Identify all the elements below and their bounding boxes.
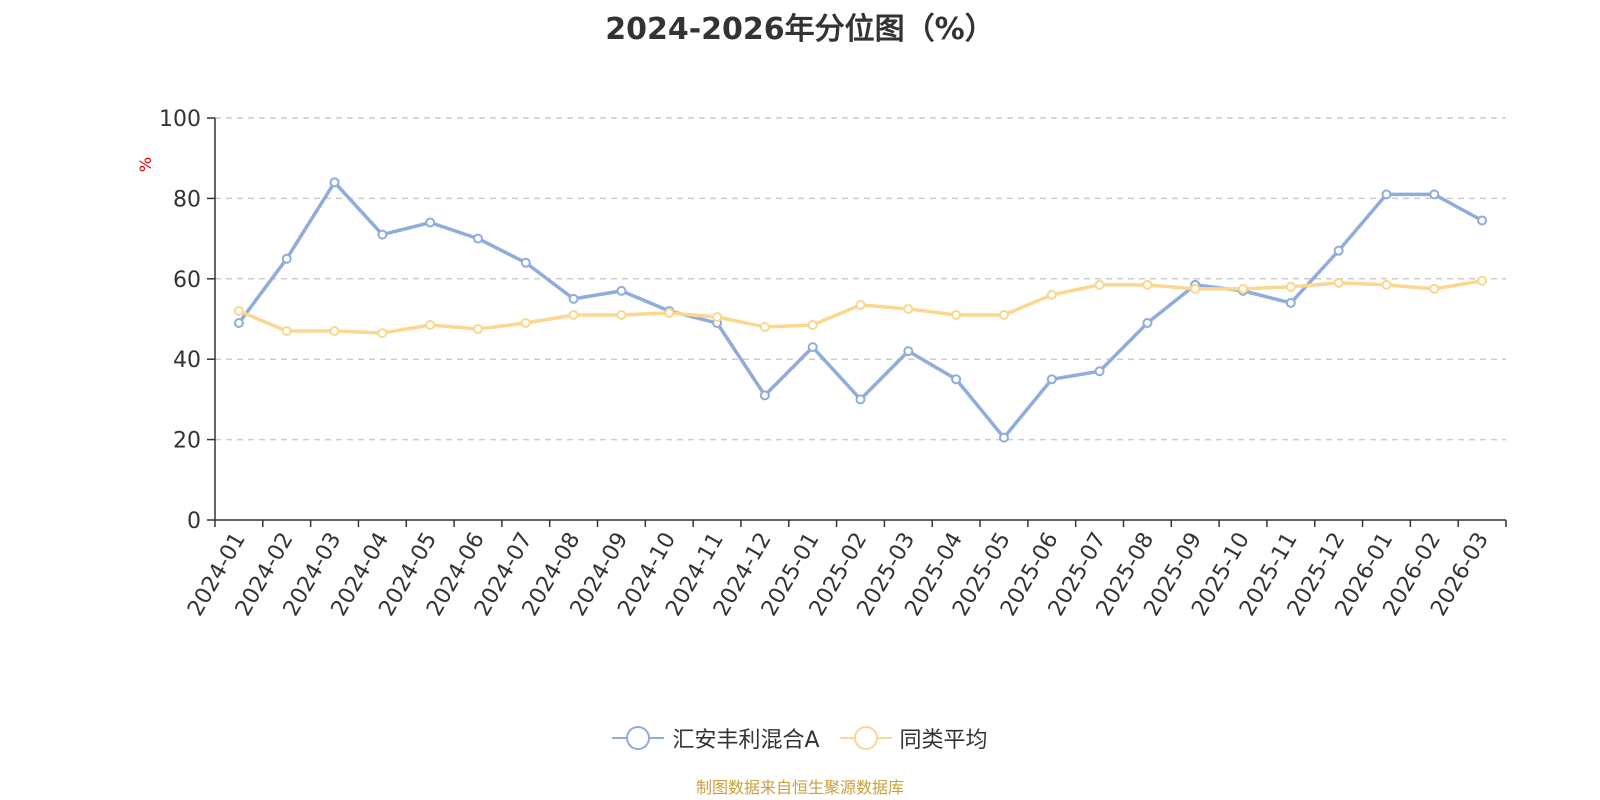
y-tick-label: 20: [173, 429, 201, 454]
data-point: [903, 346, 914, 357]
data-point: [1477, 215, 1488, 226]
data-point: [1285, 297, 1296, 308]
data-point: [1333, 277, 1344, 288]
data-point: [759, 322, 770, 333]
data-point: [616, 309, 627, 320]
data-point: [281, 326, 292, 337]
y-tick-label: 40: [173, 348, 201, 373]
data-source-note: 制图数据来自恒生聚源数据库: [695, 778, 904, 797]
legend-label: 汇安丰利混合A: [672, 728, 820, 753]
data-point: [472, 324, 483, 335]
data-point: [472, 233, 483, 244]
data-point: [1142, 318, 1153, 329]
data-point: [759, 390, 770, 401]
data-point: [951, 374, 962, 385]
data-point: [1094, 279, 1105, 290]
data-point: [520, 257, 531, 268]
y-tick-label: 80: [173, 187, 201, 212]
legend-label: 同类平均: [899, 728, 988, 753]
data-point: [329, 177, 340, 188]
chart-title: 2024-2026年分位图（%）: [605, 12, 995, 47]
data-point: [425, 320, 436, 331]
data-point: [712, 311, 723, 322]
legend: 汇安丰利混合A 同类平均: [0, 722, 1600, 754]
data-point: [1094, 366, 1105, 377]
y-tick-label: 60: [173, 268, 201, 293]
data-point: [425, 217, 436, 228]
y-tick-label: 0: [187, 509, 201, 534]
legend-item-series-1[interactable]: 汇安丰利混合A: [612, 722, 820, 754]
data-point: [568, 293, 579, 304]
legend-item-series-2[interactable]: 同类平均: [839, 722, 988, 754]
data-point: [1046, 289, 1057, 300]
data-point: [1477, 275, 1488, 286]
data-point: [520, 318, 531, 329]
data-point: [998, 309, 1009, 320]
data-point: [1285, 281, 1296, 292]
data-point: [664, 307, 675, 318]
data-point: [568, 309, 579, 320]
data-point: [616, 285, 627, 296]
data-point: [1238, 283, 1249, 294]
data-point: [233, 305, 244, 316]
data-point: [1381, 189, 1392, 200]
data-point: [1429, 283, 1440, 294]
data-point: [1333, 245, 1344, 256]
legend-marker-circle-icon: [612, 723, 665, 753]
data-point: [807, 320, 818, 331]
data-point: [1429, 189, 1440, 200]
data-point: [329, 326, 340, 337]
data-point: [1142, 279, 1153, 290]
y-tick-label: 100: [159, 107, 201, 132]
data-point: [1046, 374, 1057, 385]
data-point: [1190, 283, 1201, 294]
data-point: [377, 328, 388, 339]
data-point: [807, 342, 818, 353]
legend-marker-circle-icon: [839, 723, 892, 753]
data-point: [233, 318, 244, 329]
data-point: [855, 299, 866, 310]
data-point: [951, 309, 962, 320]
data-point: [998, 432, 1009, 443]
data-point: [855, 394, 866, 405]
data-point: [903, 303, 914, 314]
data-point: [281, 253, 292, 264]
data-point: [377, 229, 388, 240]
data-point: [1381, 279, 1392, 290]
